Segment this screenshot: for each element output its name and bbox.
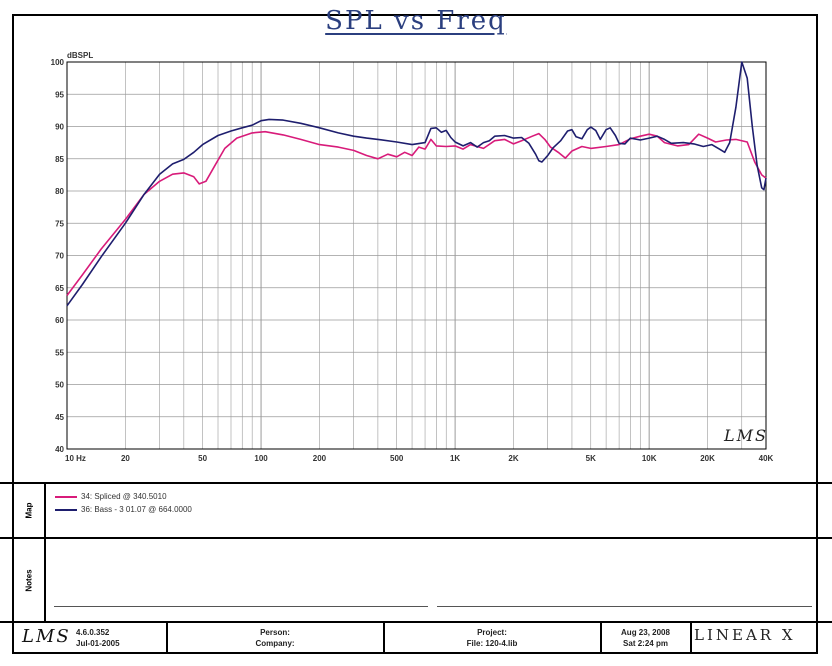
map-panel-label: Map	[24, 502, 34, 518]
chart-title: SPL vs Freq	[325, 6, 507, 36]
plot-border	[66, 61, 767, 450]
build-date: Jul-01-2005	[76, 639, 120, 648]
x-tick-label: 200	[313, 454, 327, 463]
y-tick-label: 40	[55, 445, 64, 454]
notes-line-right	[437, 606, 812, 607]
x-tick-label: 500	[390, 454, 404, 463]
version-info: 4.6.0.352 Jul-01-2005	[76, 627, 164, 659]
x-tick-label: 100	[254, 454, 268, 463]
x-tick-label: 10K	[642, 454, 657, 463]
x-tick-label: 5K	[586, 454, 596, 463]
footer-divider-1	[166, 621, 168, 654]
x-tick-label: 20	[121, 454, 130, 463]
chart-frame	[12, 14, 818, 654]
person-company-cell: Person: Company:	[168, 627, 382, 659]
y-tick-label: 60	[55, 316, 64, 325]
y-tick-label: 100	[51, 58, 65, 67]
series-line-1	[66, 130, 767, 296]
x-tick-label: 1K	[450, 454, 460, 463]
plot-watermark: LMS	[724, 426, 768, 445]
footer-divider-3	[600, 621, 602, 654]
lms-logo: LMS	[22, 626, 71, 647]
footer-divider-4	[690, 621, 692, 654]
y-tick-label: 50	[55, 381, 64, 390]
y-axis-label: dBSPL	[67, 51, 93, 60]
y-tick-label: 90	[55, 123, 64, 132]
map-panel-top-border	[0, 482, 832, 484]
x-tick-label: 10 Hz	[65, 454, 86, 463]
notes-line-left	[54, 606, 428, 607]
y-tick-label: 80	[55, 187, 64, 196]
version-number: 4.6.0.352	[76, 628, 110, 637]
y-tick-label: 70	[55, 252, 64, 261]
y-tick-label: 55	[55, 348, 64, 357]
report-time: Sat 2:24 pm	[623, 639, 668, 648]
notes-panel-label: Notes	[24, 568, 34, 592]
report-date: Aug 23, 2008	[621, 628, 670, 637]
x-tick-label: 50	[198, 454, 207, 463]
y-tick-label: 75	[55, 219, 64, 228]
y-tick-label: 85	[55, 155, 64, 164]
legend-swatch-bass	[55, 508, 77, 511]
legend-label-bass: 36: Bass - 3 01.07 @ 664.0000	[81, 505, 192, 514]
legend-item-bass: 36: Bass - 3 01.07 @ 664.0000	[55, 505, 192, 514]
notes-panel-top-border	[0, 537, 832, 539]
person-label: Person:	[260, 628, 290, 637]
x-tick-label: 20K	[700, 454, 715, 463]
linearx-brand: LINEAR X	[694, 626, 796, 644]
footer-divider-2	[383, 621, 385, 654]
side-column-divider	[44, 482, 46, 621]
date-cell: Aug 23, 2008 Sat 2:24 pm	[602, 627, 689, 659]
series-line-2	[66, 61, 767, 307]
project-cell: Project: File: 120-4.lib	[385, 627, 599, 659]
legend-swatch-spliced	[55, 495, 77, 498]
y-tick-label: 95	[55, 90, 64, 99]
file-label: File: 120-4.lib	[466, 639, 518, 648]
y-tick-label: 65	[55, 284, 64, 293]
company-label: Company:	[255, 639, 295, 648]
footer-top-border	[0, 621, 832, 623]
legend-item-spliced: 34: Spliced @ 340.5010	[55, 492, 167, 501]
legend-label-spliced: 34: Spliced @ 340.5010	[81, 492, 167, 501]
y-tick-label: 45	[55, 413, 64, 422]
x-tick-label: 40K	[759, 454, 774, 463]
x-tick-label: 2K	[508, 454, 518, 463]
project-label: Project:	[477, 628, 507, 637]
